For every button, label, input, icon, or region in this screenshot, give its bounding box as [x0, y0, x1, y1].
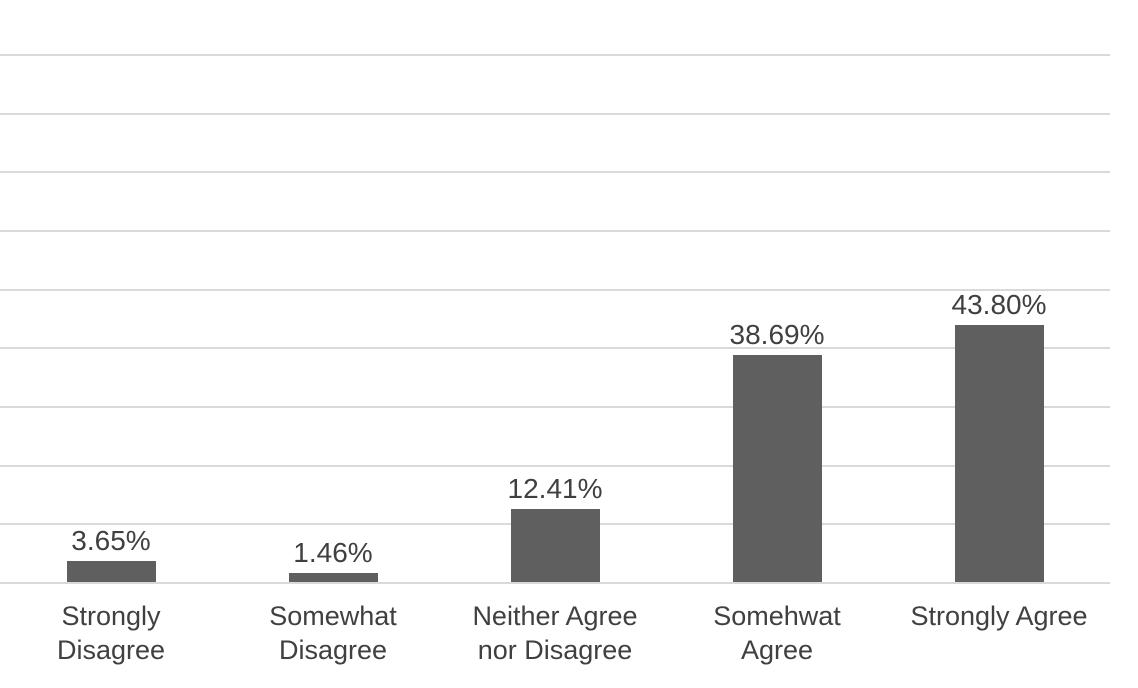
bar-5 [955, 325, 1044, 582]
bar-4 [733, 355, 822, 582]
bar-3 [511, 509, 600, 582]
category-label: Strongly Disagree [0, 599, 222, 667]
y-gridline [0, 230, 1110, 232]
category-label: Strongly Agree [888, 599, 1110, 633]
category-label-line: Agree [740, 635, 814, 665]
bar-value-label: 38.69% [729, 319, 825, 350]
category-label: Somehwat Agree [666, 599, 888, 667]
category-label-line: Somehwat [713, 601, 841, 631]
category-label-line: nor Disagree [477, 635, 633, 665]
y-gridline [0, 406, 1110, 408]
category-label-line: Disagree [56, 635, 166, 665]
category-label-line: Strongly [61, 601, 161, 631]
bar-1 [67, 561, 156, 582]
category-label: Somewhat Disagree [222, 599, 444, 667]
bar-value-label: 3.65% [71, 525, 151, 556]
category-label: Neither Agree nor Disagree [444, 599, 666, 667]
bar-value-label: 12.41% [507, 473, 603, 504]
category-label-line: Neither Agree [472, 601, 638, 631]
y-gridline [0, 112, 1110, 115]
y-gridline [0, 54, 1110, 56]
x-axis-line [0, 582, 1110, 584]
bar-2 [289, 573, 378, 582]
y-gridline [0, 171, 1110, 174]
category-label-line: Somewhat [269, 601, 397, 631]
category-label-line: Strongly Agree [910, 601, 1088, 631]
category-label-line: Disagree [278, 635, 388, 665]
bar-value-label: 1.46% [293, 537, 373, 568]
bar-value-label: 43.80% [951, 289, 1047, 320]
y-gridline [0, 347, 1110, 350]
y-gridline [0, 288, 1110, 291]
y-gridline [0, 464, 1110, 467]
